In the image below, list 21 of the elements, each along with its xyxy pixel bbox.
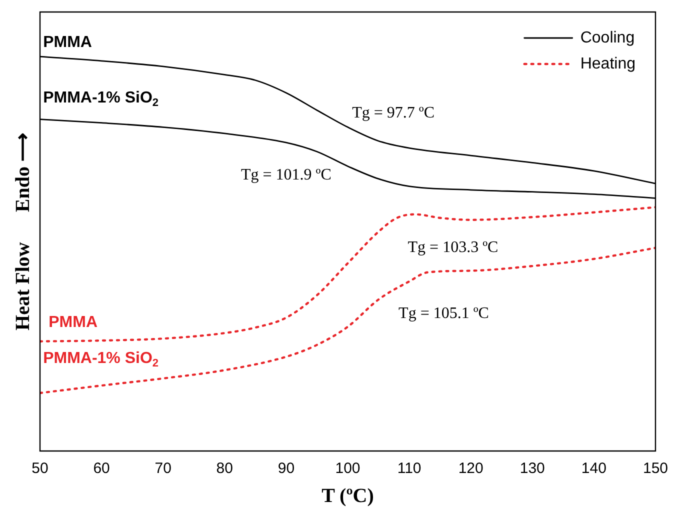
x-tick-label: 140 — [581, 460, 606, 478]
legend-label: Heating — [580, 55, 636, 72]
x-tick-label: 60 — [93, 460, 110, 478]
annotation: Tg = 103.3 ºC — [408, 238, 498, 256]
x-tick-label: 100 — [335, 460, 360, 478]
legend-label: Cooling — [580, 29, 635, 46]
x-axis-title: T (ºC) — [322, 485, 374, 508]
x-tick-label: 110 — [397, 460, 422, 478]
annotation: PMMA — [48, 314, 98, 331]
x-tick-label: 70 — [154, 460, 172, 478]
annotation: Tg = 101.9 ºC — [240, 166, 332, 184]
x-tick-label: 150 — [642, 460, 668, 478]
annotation: Tg = 105.1 ºC — [398, 305, 489, 322]
x-tick-label: 50 — [32, 460, 48, 478]
x-tick-label: 120 — [458, 460, 484, 478]
y-axis-title: Heat Flow Endo ⟶ — [12, 132, 34, 330]
x-tick-label: 90 — [278, 460, 295, 478]
annotation: Tg = 97.7 ºC — [352, 104, 435, 122]
text: PMMA — [43, 34, 92, 52]
x-tick-label: 80 — [216, 460, 233, 478]
x-tick-label: 130 — [520, 460, 545, 478]
